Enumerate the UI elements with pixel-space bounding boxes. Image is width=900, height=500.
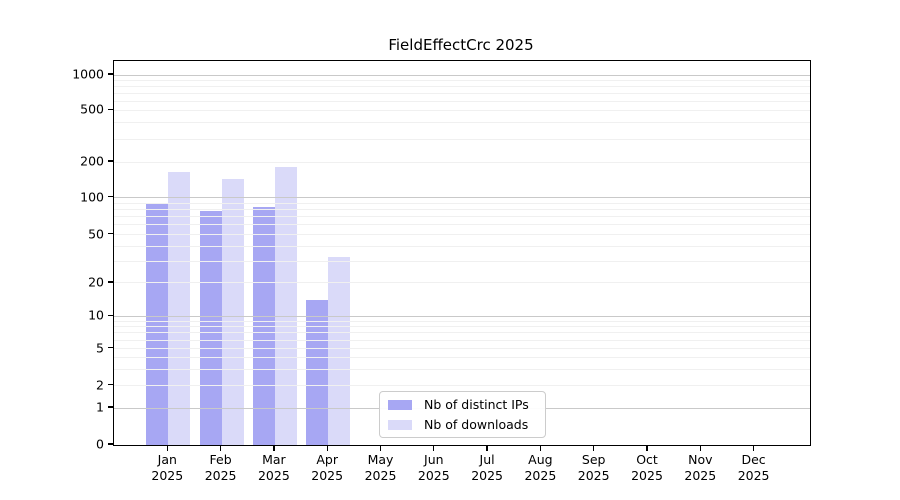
chart-title: FieldEffectCrc 2025 xyxy=(388,36,534,54)
gridline-minor-90 xyxy=(114,202,810,204)
gridline-minor-200 xyxy=(114,161,810,163)
legend-label-downloads: Nb of downloads xyxy=(424,417,529,432)
y-tick-label-200: 200 xyxy=(80,153,104,169)
gridline-minor-500 xyxy=(114,109,810,111)
gridline-minor-600 xyxy=(114,100,810,102)
y-tick-mark-100 xyxy=(108,195,113,198)
bar-nb-of-downloads-jan xyxy=(168,172,191,445)
x-tick-mark-jun xyxy=(433,445,435,451)
x-tick-mark-apr xyxy=(326,445,328,451)
y-tick-label-1: 1 xyxy=(96,399,104,415)
gridline-minor-9 xyxy=(114,320,810,322)
gridline-minor-20 xyxy=(114,282,810,284)
y-tick-label-10: 10 xyxy=(88,307,104,323)
bar-nb-of-downloads-mar xyxy=(274,166,297,445)
x-tick-mark-mar xyxy=(273,445,275,451)
gridline-minor-800 xyxy=(114,85,810,87)
x-tick-mark-dec xyxy=(752,445,755,451)
y-tick-label-100: 100 xyxy=(80,189,104,205)
y-tick-mark-500 xyxy=(108,108,113,111)
y-tick-label-500: 500 xyxy=(80,101,104,117)
gridline-minor-60 xyxy=(114,224,810,226)
x-tick-mark-jul xyxy=(486,445,488,451)
y-tick-label-1000: 1000 xyxy=(72,66,104,82)
gridline-minor-300 xyxy=(114,138,810,140)
legend: Nb of distinct IPs Nb of downloads xyxy=(379,391,546,438)
bar-nb-of-downloads-feb xyxy=(221,179,244,445)
x-tick-label-oct: Oct 2025 xyxy=(631,452,663,483)
y-tick-label-5: 5 xyxy=(96,340,104,356)
grid-layer xyxy=(114,61,810,445)
x-tick-label-jul: Jul 2025 xyxy=(471,452,503,483)
gridline-minor-400 xyxy=(114,122,810,124)
gridline-minor-40 xyxy=(114,245,810,247)
x-tick-label-apr: Apr 2025 xyxy=(311,452,344,483)
x-tick-mark-feb xyxy=(219,445,222,451)
x-tick-label-dec: Dec 2025 xyxy=(737,452,770,483)
x-tick-label-sep: Sep 2025 xyxy=(577,452,610,483)
y-tick-mark-0 xyxy=(108,443,113,445)
y-tick-mark-1000 xyxy=(108,73,113,75)
x-tick-label-jun: Jun 2025 xyxy=(417,452,450,483)
bar-nb-of-distinct-ips-apr xyxy=(306,300,329,445)
bar-nb-of-downloads-apr xyxy=(328,256,351,445)
x-tick-label-may: May 2025 xyxy=(364,452,397,483)
x-tick-label-feb: Feb 2025 xyxy=(204,452,237,483)
gridline-minor-30 xyxy=(114,261,810,263)
legend-swatch-downloads xyxy=(388,419,412,430)
x-tick-mark-nov xyxy=(699,445,701,451)
y-tick-mark-5 xyxy=(108,346,113,349)
gridline-minor-2 xyxy=(114,385,810,387)
x-tick-mark-sep xyxy=(593,445,595,451)
y-tick-mark-10 xyxy=(108,314,113,316)
y-tick-mark-20 xyxy=(108,281,113,283)
y-tick-label-2: 2 xyxy=(96,377,104,393)
y-tick-mark-1 xyxy=(108,406,113,408)
gridline-minor-50 xyxy=(114,234,810,236)
legend-item-distinct-ips: Nb of distinct IPs xyxy=(388,397,537,412)
y-tick-label-0: 0 xyxy=(96,436,104,452)
y-tick-label-20: 20 xyxy=(88,274,104,290)
x-tick-label-aug: Aug 2025 xyxy=(524,452,557,483)
gridline-minor-3 xyxy=(114,368,810,370)
gridline-major-1000 xyxy=(114,74,810,76)
x-tick-label-nov: Nov 2025 xyxy=(684,452,717,483)
bar-nb-of-distinct-ips-jan xyxy=(146,203,169,445)
gridline-minor-700 xyxy=(114,92,810,94)
y-tick-mark-200 xyxy=(108,160,113,162)
gridline-minor-6 xyxy=(114,339,810,341)
legend-label-distinct-ips: Nb of distinct IPs xyxy=(424,397,529,412)
plot-area xyxy=(113,60,811,446)
gridline-minor-70 xyxy=(114,216,810,218)
gridline-minor-4 xyxy=(114,357,810,359)
gridline-minor-7 xyxy=(114,332,810,334)
y-tick-label-50: 50 xyxy=(88,226,104,242)
gridline-major-100 xyxy=(114,197,810,199)
x-tick-mark-oct xyxy=(646,445,648,451)
bar-nb-of-distinct-ips-feb xyxy=(199,210,222,445)
y-tick-mark-50 xyxy=(108,232,113,235)
y-tick-mark-2 xyxy=(108,384,113,386)
gridline-minor-5 xyxy=(114,348,810,350)
x-tick-label-jan: Jan 2025 xyxy=(151,452,184,483)
gridline-major-10 xyxy=(114,315,810,317)
x-tick-mark-may xyxy=(379,445,382,451)
legend-item-downloads: Nb of downloads xyxy=(388,417,537,432)
gridline-minor-900 xyxy=(114,79,810,81)
x-tick-mark-aug xyxy=(539,445,542,451)
gridline-minor-8 xyxy=(114,326,810,328)
x-tick-mark-jan xyxy=(166,445,168,451)
gridline-minor-80 xyxy=(114,209,810,211)
x-tick-label-mar: Mar 2025 xyxy=(257,452,290,483)
legend-swatch-distinct-ips xyxy=(388,399,412,410)
